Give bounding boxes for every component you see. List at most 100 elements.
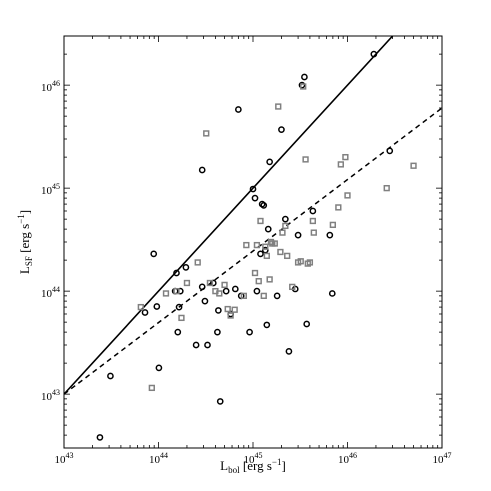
circle-point [246,328,253,336]
square-point [342,153,349,161]
circle-point [260,202,268,209]
circle-point [155,364,163,372]
circle-point [174,328,182,336]
square-point [335,204,342,211]
square-point [337,161,344,168]
circle-point [282,215,289,223]
square-point [203,130,210,137]
square-point [243,241,250,249]
square-point [257,217,264,225]
x-tick-label: 1044 [149,451,168,466]
circle-point [251,194,259,202]
square-point [289,283,296,291]
square-point [410,162,417,169]
circle-point [328,290,336,297]
square-point [277,248,284,256]
square-point [306,259,314,266]
square-point [162,290,170,297]
circle-point [294,231,302,239]
x-tick-label: 1046 [338,451,357,466]
circle-point [298,81,306,89]
square-point [224,305,231,313]
y-tick-label: 1045 [41,182,60,197]
square-point [183,279,191,287]
square-point [263,252,270,260]
circle-point [141,309,149,316]
circle-point [175,303,183,311]
square-point [383,184,390,192]
square-point [173,287,180,295]
square-point [240,292,247,300]
circle-point [249,185,257,193]
circle-point [201,297,209,305]
square-point [271,240,278,247]
x-tick-label: 1045 [244,451,263,466]
circle-point [301,73,308,81]
dashed-fit-line [64,107,442,395]
square-point [148,384,155,392]
circle-point [264,225,272,233]
reference-lines [64,36,442,395]
circle-point [204,341,211,349]
square-point [137,303,144,311]
y-tick-label: 1044 [41,285,60,300]
x-tick-label: 1047 [433,451,452,466]
circle-point [150,250,158,258]
x-axis-label: Lbol [erg s−1] [220,457,286,475]
square-point [251,269,259,277]
square-point [255,278,262,285]
axis-ticks: 1043 1044 1045 1046 1047 1043 1044 1045 1046 [41,35,452,466]
circle-point [235,106,242,113]
square-point [262,243,269,250]
square-point [253,241,261,249]
square-point [221,281,228,289]
y-tick-label: 1046 [41,79,60,94]
circle-point [386,147,394,155]
square-point [266,276,273,283]
circle-point [263,321,271,329]
square-point [275,103,282,110]
square-point [329,221,337,229]
square-point [282,222,289,230]
circle-point [273,292,281,300]
circle-point [198,166,206,174]
square-point [300,83,307,90]
circle-point [278,126,285,133]
square-point [284,252,291,260]
circle-point [266,158,273,166]
circle-point [198,283,206,291]
data-points [96,50,417,441]
circle-point [216,398,224,405]
square-point [231,306,238,313]
circle-point [192,341,200,349]
circle-point [176,287,184,295]
circle-point [173,269,180,277]
circle-point [257,250,264,258]
circle-point [231,285,239,293]
circle-point [326,231,334,239]
square-point [267,238,275,246]
circle-point [370,50,378,58]
x-tick-label: 1043 [55,451,74,466]
circle-point [215,307,222,314]
circle-point [182,264,190,271]
square-point [216,290,223,297]
square-point [297,258,304,265]
square-point [310,229,317,236]
circle-point [222,287,230,295]
circle-point [153,303,161,310]
plot-frame [63,35,443,449]
circle-point [96,434,104,441]
square-point [309,217,317,225]
square-point [279,229,286,236]
circle-point [209,279,217,287]
circle-point [214,328,221,336]
y-tick-label: 1043 [41,388,60,403]
solid-fit-line [64,36,394,395]
square-point [227,312,234,319]
circle-point [303,320,311,328]
square-point [206,279,214,287]
circle-point [253,287,261,295]
square-point [260,292,267,300]
